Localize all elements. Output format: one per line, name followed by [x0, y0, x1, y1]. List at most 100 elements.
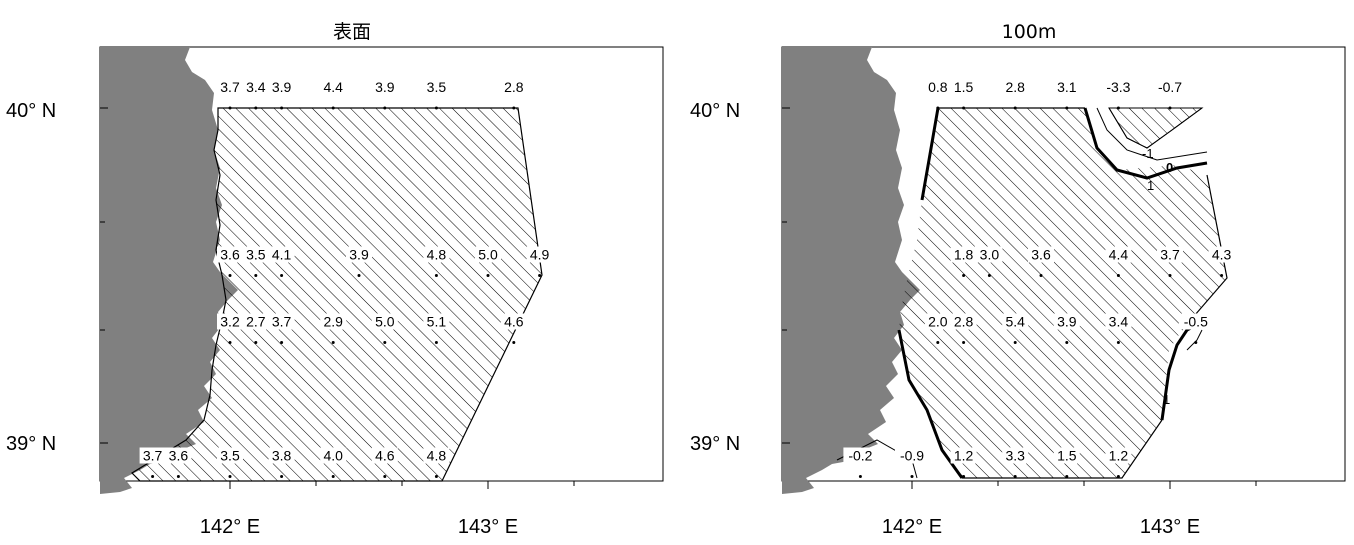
station-value: 5.0 [375, 314, 395, 330]
contour-label: -1 [1142, 146, 1154, 161]
station-value-bg [500, 79, 527, 95]
station-value: 3.7 [272, 314, 292, 330]
station-value-bg [1002, 79, 1029, 95]
station-dot [254, 106, 258, 110]
station-value-bg [950, 313, 977, 330]
station-value-bg [217, 79, 243, 95]
station-value: 2.0 [928, 314, 948, 330]
station-value-bg [1053, 313, 1080, 330]
lat-label-39: 39° N [6, 433, 56, 455]
station-values: 0.8 1.5 2.8 3.1 -3.3 -0.7 1.8 3.0 3.6 4.4 3.7 4.3 2.… [843, 79, 1235, 478]
station-dot [962, 274, 966, 277]
station-dot [434, 475, 438, 478]
station-value-bg [500, 313, 527, 330]
panel-title: 100m [1002, 21, 1057, 43]
station-dot [357, 274, 361, 277]
station-value: 4.4 [1109, 247, 1129, 263]
lon-label-143: 143° E [1140, 516, 1200, 538]
station-dot [280, 475, 284, 478]
station-value: 5.0 [478, 247, 498, 263]
station-value-bg [268, 313, 295, 330]
lat-label-40: 40° N [690, 100, 740, 122]
station-value: 3.4 [246, 79, 266, 95]
station-value: -0.2 [848, 448, 872, 464]
lon-label-142: 142° E [882, 516, 942, 538]
station-value: 3.6 [220, 247, 240, 263]
hatched-region [899, 108, 1227, 478]
station-value-bg [423, 447, 450, 464]
station-dot [486, 274, 490, 277]
station-dot [228, 274, 232, 277]
station-value-bg [139, 447, 166, 464]
station-value: 4.1 [272, 247, 292, 263]
station-dot [434, 274, 438, 277]
station-dot [1116, 106, 1120, 110]
station-dot [1220, 274, 1224, 277]
station-dot [858, 475, 862, 478]
station-value: 3.4 [1109, 314, 1129, 330]
station-dot [228, 475, 232, 478]
station-value-bg [371, 313, 398, 330]
station-value-bg [1208, 246, 1235, 263]
station-dot [434, 341, 438, 344]
station-dot [280, 106, 284, 110]
station-dot [962, 106, 966, 110]
station-dot [936, 106, 940, 110]
map-100m: 100m -1 0 1 1 [690, 21, 1346, 538]
station-value-bg [346, 246, 372, 263]
station-dot [280, 274, 284, 277]
station-value: 4.6 [375, 448, 395, 464]
station-dot [331, 341, 335, 344]
station-dot [331, 106, 335, 110]
station-value-bg [165, 447, 192, 464]
station-dot [151, 475, 155, 478]
station-value-bg [1028, 246, 1054, 263]
station-dot [512, 341, 516, 344]
lat-label-40: 40° N [6, 100, 56, 122]
station-value: 5.4 [1005, 314, 1025, 330]
station-value-bg [1053, 447, 1080, 464]
station-value-bg [924, 79, 951, 95]
map-surface: 表面 40° N 39° N 142° E 143° E 3.7 3.4 3.9 4.… [6, 21, 664, 538]
station-value-bg [217, 246, 243, 263]
station-value-bg [268, 246, 295, 263]
station-dot [280, 341, 284, 344]
station-value-bg [320, 447, 347, 464]
station-values: 3.7 3.4 3.9 4.4 3.9 3.5 2.8 3.6 3.5 4.1 3.9 4.8 5.0 4… [139, 79, 553, 478]
station-dot [1116, 274, 1120, 277]
panel-surface: 表面 40° N 39° N 142° E 143° E 3.7 3.4 3.9 4.… [6, 21, 664, 538]
station-dot [383, 341, 387, 344]
station-dot [1039, 274, 1043, 277]
station-value-bg [976, 246, 1003, 263]
station-dot [383, 475, 387, 478]
station-dot [962, 475, 966, 478]
station-dot [1168, 274, 1172, 277]
station-value-bg [843, 447, 878, 464]
station-dot [1013, 341, 1017, 344]
contour-labels: -1 0 1 1 [1142, 146, 1173, 407]
station-value: 3.5 [427, 79, 447, 95]
station-value-bg [1002, 447, 1029, 464]
axis-ticks [782, 107, 1257, 489]
station-dot [936, 341, 940, 344]
station-dot [176, 475, 180, 478]
station-dot [228, 341, 232, 344]
station-dot [1013, 106, 1017, 110]
station-dot [1116, 341, 1120, 344]
station-value-bg [423, 79, 450, 95]
station-value-bg [924, 313, 951, 330]
station-value-bg [242, 313, 269, 330]
station-dot [1194, 341, 1198, 344]
station-dot [383, 106, 387, 110]
station-value: 3.8 [272, 448, 292, 464]
station-value-bg [242, 79, 269, 95]
station-dot [1065, 106, 1069, 110]
station-dot [1168, 106, 1172, 110]
station-dot [1013, 475, 1017, 478]
station-dot [1116, 475, 1120, 478]
station-value-bg [950, 79, 977, 95]
station-value-bg [475, 246, 501, 263]
lon-label-143: 143° E [458, 516, 518, 538]
station-value-bg [242, 246, 269, 263]
station-value: 3.6 [1031, 247, 1051, 263]
